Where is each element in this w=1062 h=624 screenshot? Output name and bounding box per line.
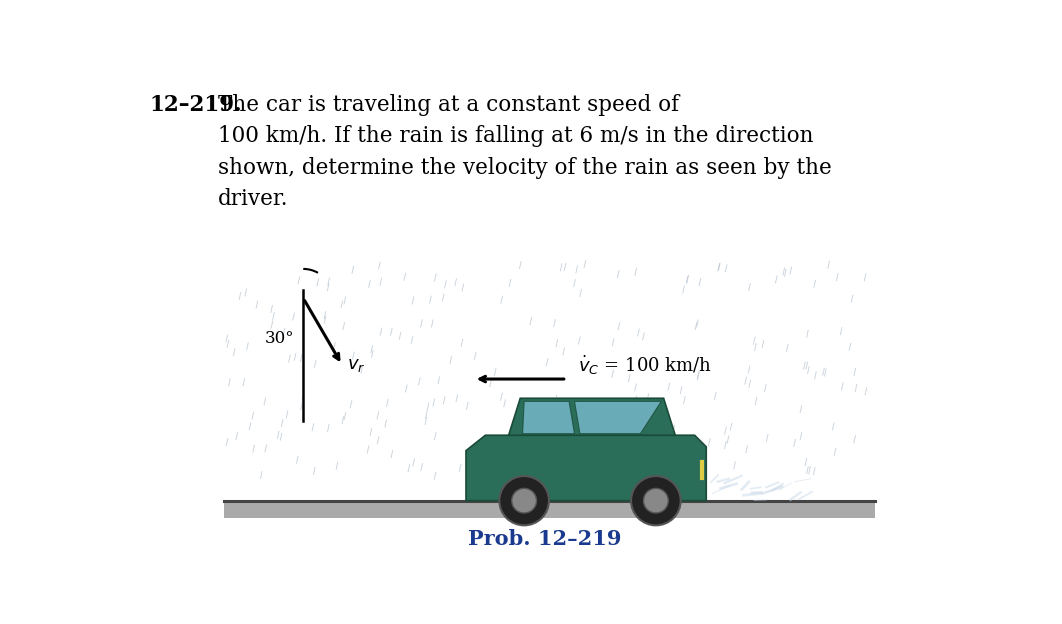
Text: The car is traveling at a constant speed of
100 km/h. If the rain is falling at : The car is traveling at a constant speed… bbox=[218, 94, 832, 210]
Polygon shape bbox=[509, 398, 675, 436]
Text: Prob. 12–219: Prob. 12–219 bbox=[467, 529, 621, 549]
Text: $v_r$: $v_r$ bbox=[347, 356, 366, 374]
Circle shape bbox=[499, 476, 549, 525]
Circle shape bbox=[644, 489, 668, 513]
Text: $\dot{v}_C$ = 100 km/h: $\dot{v}_C$ = 100 km/h bbox=[579, 354, 713, 377]
Circle shape bbox=[631, 476, 681, 525]
Text: 30°: 30° bbox=[264, 329, 294, 347]
Polygon shape bbox=[224, 500, 875, 518]
Polygon shape bbox=[523, 401, 575, 434]
Polygon shape bbox=[466, 436, 706, 500]
Text: 12–219.: 12–219. bbox=[150, 94, 242, 116]
Polygon shape bbox=[575, 401, 662, 434]
Circle shape bbox=[512, 489, 536, 513]
